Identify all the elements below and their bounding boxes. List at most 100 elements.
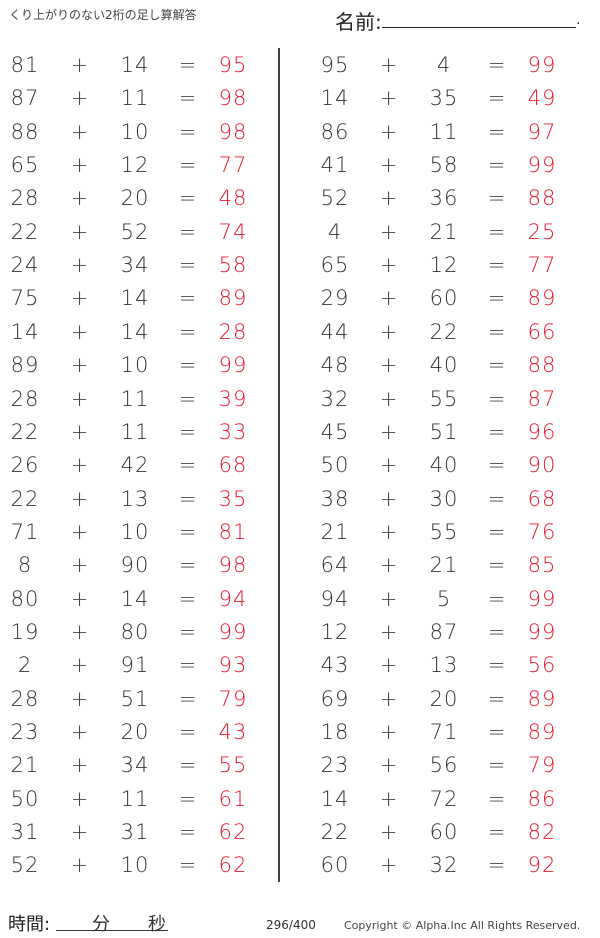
equals-sign: = <box>178 353 198 378</box>
addend-b: 20 <box>429 686 459 711</box>
equals-sign: = <box>487 419 507 444</box>
plus-sign: + <box>379 286 399 311</box>
answer: 79 <box>218 686 248 711</box>
addend-b: 4 <box>436 53 452 77</box>
plus-sign: + <box>70 853 90 878</box>
copyright: Copyright © Alpha.Inc All Rights Reserve… <box>344 919 581 932</box>
answer: 98 <box>218 86 248 111</box>
answer: 82 <box>527 820 557 845</box>
addend-b: 21 <box>429 219 459 244</box>
addend-b: 14 <box>120 319 150 344</box>
equals-sign: = <box>487 820 507 845</box>
addend-a: 12 <box>320 619 350 644</box>
addend-a: 23 <box>10 720 40 744</box>
addend-a: 22 <box>320 820 350 845</box>
addend-a: 32 <box>320 386 350 411</box>
answer: 90 <box>527 453 557 478</box>
equals-sign: = <box>178 453 198 478</box>
answer: 28 <box>218 319 248 344</box>
answer: 99 <box>527 619 557 644</box>
time-label: 時間: <box>8 914 51 935</box>
answer: 77 <box>527 253 557 278</box>
addend-b: 34 <box>120 253 150 278</box>
equals-sign: = <box>487 753 507 778</box>
equals-sign: = <box>487 186 507 211</box>
addend-a: 24 <box>10 253 40 278</box>
addend-b: 20 <box>120 186 150 211</box>
addend-b: 10 <box>120 519 150 544</box>
addend-b: 22 <box>429 319 459 344</box>
equals-sign: = <box>487 786 507 811</box>
answer: 77 <box>218 153 248 178</box>
answer: 99 <box>218 619 248 644</box>
addend-b: 55 <box>429 386 459 411</box>
addend-a: 45 <box>320 419 350 444</box>
equals-sign: = <box>487 319 507 344</box>
addend-a: 89 <box>10 353 40 378</box>
addend-b: 11 <box>120 786 150 811</box>
addend-a: 88 <box>10 119 40 144</box>
seconds-label: 秒 <box>148 914 166 935</box>
plus-sign: + <box>379 786 399 811</box>
answer: 62 <box>218 820 248 845</box>
plus-sign: + <box>70 119 90 144</box>
plus-sign: + <box>379 153 399 178</box>
plus-sign: + <box>70 53 90 77</box>
addend-b: 11 <box>120 419 150 444</box>
name-field[interactable] <box>382 27 576 28</box>
plus-sign: + <box>70 686 90 711</box>
equals-sign: = <box>487 353 507 378</box>
addend-b: 30 <box>429 486 459 511</box>
plus-sign: + <box>379 353 399 378</box>
addend-b: 87 <box>429 619 459 644</box>
answer: 88 <box>527 186 557 211</box>
addend-a: 95 <box>320 53 350 77</box>
equals-sign: = <box>178 319 198 344</box>
time-field[interactable] <box>56 930 168 931</box>
addend-a: 60 <box>320 853 350 878</box>
plus-sign: + <box>70 586 90 611</box>
equals-sign: = <box>178 686 198 711</box>
addend-b: 56 <box>429 753 459 778</box>
addend-a: 52 <box>320 186 350 211</box>
plus-sign: + <box>379 519 399 544</box>
addend-a: 18 <box>320 720 350 744</box>
equals-sign: = <box>178 119 198 144</box>
answer: 62 <box>218 853 248 878</box>
addend-a: 21 <box>320 519 350 544</box>
answer: 97 <box>527 119 557 144</box>
addend-b: 71 <box>429 720 459 744</box>
answer: 99 <box>527 586 557 611</box>
plus-sign: + <box>70 319 90 344</box>
page-number: 296/400 <box>266 918 316 932</box>
answer: 49 <box>527 86 557 111</box>
addend-b: 14 <box>120 53 150 77</box>
addend-a: 64 <box>320 553 350 578</box>
addend-b: 10 <box>120 119 150 144</box>
answer: 43 <box>218 720 248 744</box>
addend-a: 29 <box>320 286 350 311</box>
equals-sign: = <box>487 153 507 178</box>
equals-sign: = <box>487 720 507 744</box>
equals-sign: = <box>178 586 198 611</box>
addend-b: 80 <box>120 619 150 644</box>
plus-sign: + <box>379 686 399 711</box>
addend-a: 43 <box>320 653 350 678</box>
equals-sign: = <box>487 453 507 478</box>
plus-sign: + <box>379 419 399 444</box>
addend-a: 48 <box>320 353 350 378</box>
answer: 66 <box>527 319 557 344</box>
addend-a: 28 <box>10 686 40 711</box>
plus-sign: + <box>379 119 399 144</box>
addend-a: 71 <box>10 519 40 544</box>
answer: 88 <box>527 353 557 378</box>
equals-sign: = <box>178 286 198 311</box>
addend-a: 52 <box>10 853 40 878</box>
plus-sign: + <box>379 53 399 77</box>
plus-sign: + <box>379 319 399 344</box>
plus-sign: + <box>70 720 90 744</box>
plus-sign: + <box>70 253 90 278</box>
plus-sign: + <box>70 553 90 578</box>
plus-sign: + <box>70 353 90 378</box>
